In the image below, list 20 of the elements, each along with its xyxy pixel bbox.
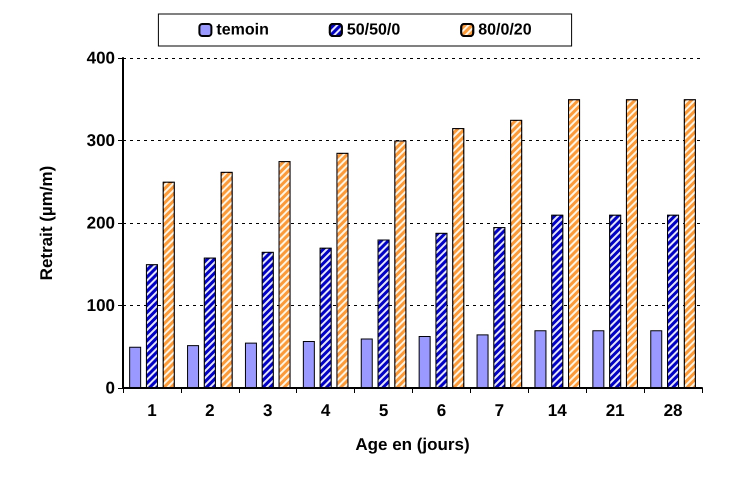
x-tick-label: 1 — [147, 401, 157, 420]
x-tick-label: 4 — [320, 401, 331, 420]
x-axis-title: Age en (jours) — [355, 435, 470, 454]
y-axis-title: Retrait (µm/m) — [37, 166, 56, 280]
x-tick-label: 7 — [494, 401, 504, 420]
x-tick-label: 28 — [664, 401, 683, 420]
legend-label: temoin — [216, 22, 269, 38]
y-tick-label: 200 — [86, 214, 115, 232]
y-tick-label: 400 — [86, 48, 115, 68]
x-tick-label: 2 — [205, 401, 215, 420]
legend-label: 80/0/20 — [478, 22, 532, 38]
x-tick-label: 21 — [606, 401, 625, 420]
x-tick-label: 5 — [378, 401, 388, 420]
y-tick-label: 0 — [106, 378, 115, 398]
x-tick-label: 3 — [263, 401, 272, 420]
x-tick-label: 6 — [436, 401, 446, 420]
y-tick-label: 100 — [86, 296, 115, 315]
y-tick-label: 300 — [86, 131, 115, 150]
legend-label: 50/50/0 — [346, 22, 400, 38]
x-tick-label: 14 — [548, 401, 568, 420]
